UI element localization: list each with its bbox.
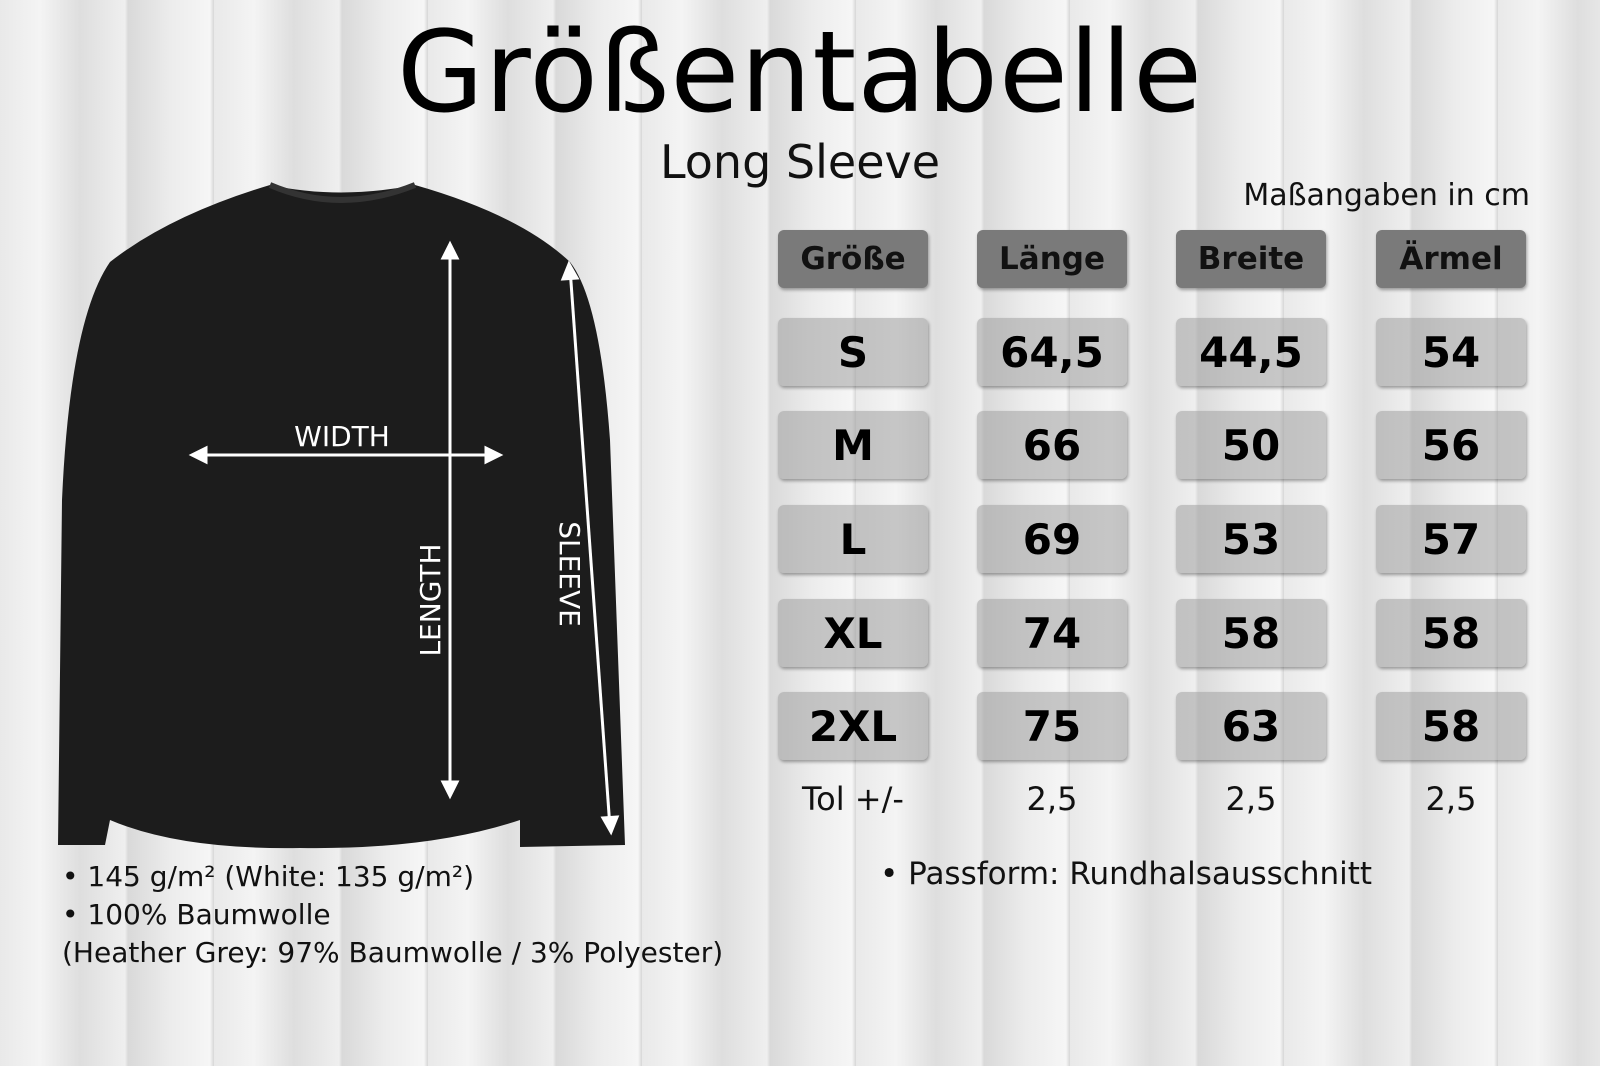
column-header: Ärmel bbox=[1376, 230, 1526, 288]
column-header: Länge bbox=[977, 230, 1127, 288]
size-label-cell: XL bbox=[778, 599, 928, 667]
measurement-cell: 75 bbox=[977, 692, 1127, 760]
note-fit: • Passform: Rundhalsausschnitt bbox=[880, 856, 1373, 892]
page-title: Größentabelle bbox=[396, 8, 1204, 138]
shirt-diagram: WIDTH LENGTH SLEEVE bbox=[58, 182, 625, 849]
measurement-cell: 44,5 bbox=[1176, 318, 1326, 386]
tolerance-cell: Tol +/- bbox=[802, 780, 904, 818]
measurement-cell: 69 bbox=[977, 505, 1127, 573]
size-label-cell: S bbox=[778, 318, 928, 386]
tolerance-cell: 2,5 bbox=[1026, 780, 1078, 818]
measurement-cell: 64,5 bbox=[977, 318, 1127, 386]
unit-note: Maßangaben in cm bbox=[1243, 178, 1530, 213]
measurement-cell: 50 bbox=[1176, 411, 1326, 479]
column-header: Breite bbox=[1176, 230, 1326, 288]
column-header: Größe bbox=[778, 230, 928, 288]
size-label-cell: L bbox=[778, 505, 928, 573]
note-material: • 100% Baumwolle bbox=[62, 898, 331, 931]
sleeve-label: SLEEVE bbox=[553, 521, 586, 627]
tolerance-cell: 2,5 bbox=[1225, 780, 1277, 818]
width-label: WIDTH bbox=[294, 420, 390, 453]
shirt-image bbox=[58, 185, 625, 849]
size-label-cell: 2XL bbox=[778, 692, 928, 760]
measurement-cell: 53 bbox=[1176, 505, 1326, 573]
measurement-cell: 66 bbox=[977, 411, 1127, 479]
size-label-cell: M bbox=[778, 411, 928, 479]
tolerance-cell: 2,5 bbox=[1425, 780, 1477, 818]
measurement-cell: 58 bbox=[1376, 599, 1526, 667]
length-label: LENGTH bbox=[414, 543, 447, 656]
measurement-cell: 57 bbox=[1376, 505, 1526, 573]
note-weight: • 145 g/m² (White: 135 g/m²) bbox=[62, 860, 475, 893]
measurement-cell: 58 bbox=[1176, 599, 1326, 667]
note-heather-grey: (Heather Grey: 97% Baumwolle / 3% Polyes… bbox=[62, 936, 724, 969]
measurement-cell: 54 bbox=[1376, 318, 1526, 386]
measurement-cell: 58 bbox=[1376, 692, 1526, 760]
page-subtitle: Long Sleeve bbox=[659, 135, 941, 189]
measurement-cell: 74 bbox=[977, 599, 1127, 667]
measurement-cell: 63 bbox=[1176, 692, 1326, 760]
measurement-cell: 56 bbox=[1376, 411, 1526, 479]
